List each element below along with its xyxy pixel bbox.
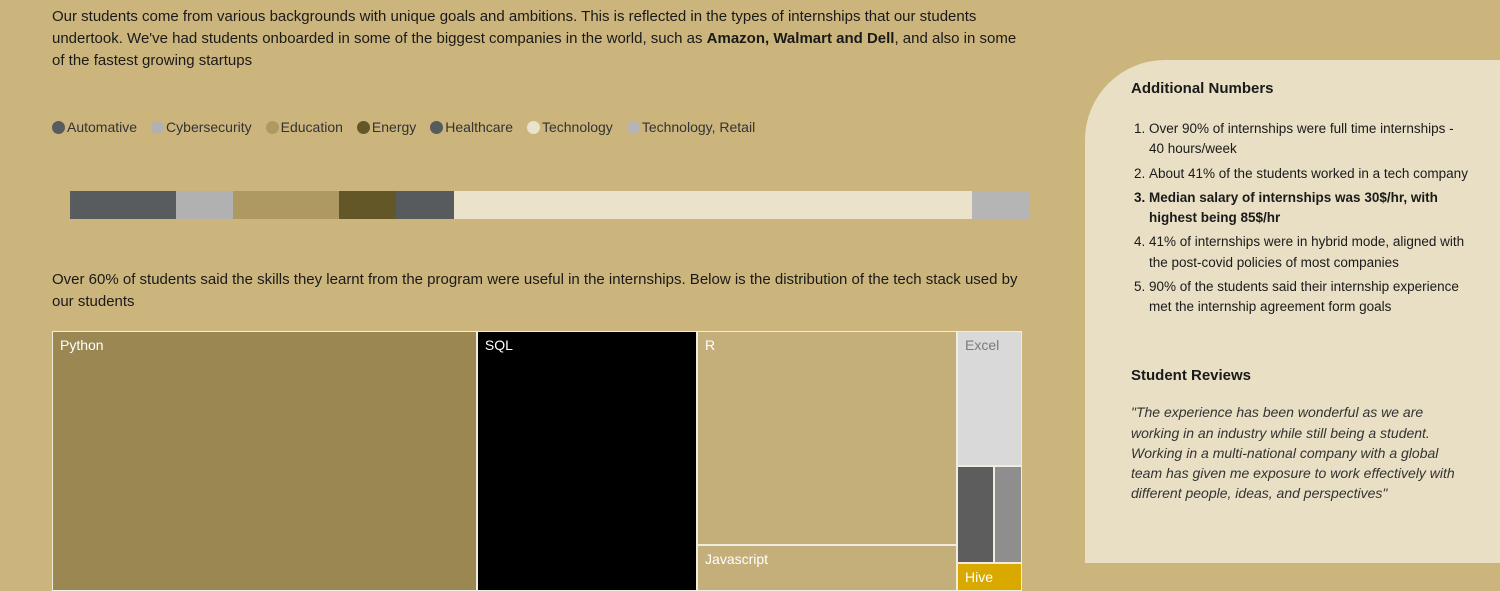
legend-item: Automative [52,119,137,135]
side-panel: Additional Numbers Over 90% of internshi… [1085,60,1500,563]
number-item: About 41% of the students worked in a te… [1149,164,1470,184]
legend-label: Technology [542,119,613,135]
treemap-label: Hive [965,569,993,585]
treemap-cell: Hive [957,563,1022,590]
treemap-label: Javascript [705,551,768,567]
bar-segment [233,191,339,219]
treemap-label: Python [60,337,104,353]
treemap-cell [957,466,994,564]
treemap-cell: R [697,331,957,546]
number-item: Median salary of internships was 30$/hr,… [1149,188,1470,229]
legend-item: Technology, Retail [627,119,755,135]
bar-segment [70,191,176,219]
bar-segment [972,191,1030,219]
skills-intro-text: Over 60% of students said the skills the… [52,269,1032,313]
bar-segment [454,191,972,219]
legend-item: Energy [357,119,416,135]
student-review-quote: "The experience has been wonderful as we… [1131,402,1470,503]
legend-item: Healthcare [430,119,513,135]
legend-label: Healthcare [445,119,513,135]
additional-numbers-title: Additional Numbers [1131,80,1470,97]
industry-stacked-bar [70,191,1030,219]
treemap-cell: Javascript [697,545,957,591]
legend-swatch-icon [357,121,370,134]
legend-swatch-icon [627,121,640,134]
legend-item: Education [266,119,343,135]
treemap-label: R [705,337,715,353]
number-item: 90% of the students said their internshi… [1149,277,1470,318]
legend-swatch-icon [151,121,164,134]
legend-swatch-icon [430,121,443,134]
intro-paragraph: Our students come from various backgroun… [52,6,1032,71]
number-item: 41% of internships were in hybrid mode, … [1149,232,1470,273]
tech-stack-treemap: Python SQL R Javascript Excel Hive [52,331,1022,591]
treemap-label: Excel [965,337,999,353]
legend-label: Technology, Retail [642,119,755,135]
legend-swatch-icon [527,121,540,134]
legend-swatch-icon [52,121,65,134]
treemap-cell: Python [52,331,477,591]
treemap-label: SQL [485,337,513,353]
treemap-cell: SQL [477,331,697,591]
legend-label: Energy [372,119,416,135]
legend-label: Education [281,119,343,135]
legend-swatch-icon [266,121,279,134]
bar-segment [339,191,397,219]
treemap-cell: Excel [957,331,1022,466]
additional-numbers-list: Over 90% of internships were full time i… [1131,119,1470,317]
main-column: Our students come from various backgroun… [0,0,1085,563]
bar-segment [176,191,234,219]
legend-item: Technology [527,119,613,135]
treemap-cell [994,466,1022,564]
legend-label: Cybersecurity [166,119,252,135]
legend-item: Cybersecurity [151,119,252,135]
intro-bold: Amazon, Walmart and Dell [707,30,895,47]
page-root: Our students come from various backgroun… [0,0,1500,563]
legend-label: Automative [67,119,137,135]
bar-segment [396,191,454,219]
industry-legend: Automative Cybersecurity Education Energy He… [52,119,1065,135]
number-item: Over 90% of internships were full time i… [1149,119,1470,160]
student-reviews-title: Student Reviews [1131,367,1470,384]
